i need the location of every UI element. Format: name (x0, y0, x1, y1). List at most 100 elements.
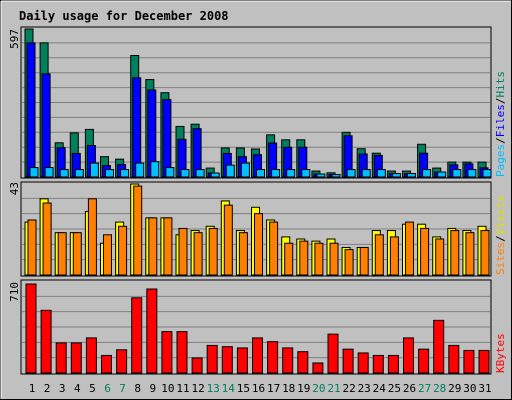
bottom-panel-ymax-label: 710 (8, 282, 21, 302)
kbytes-bar (85, 337, 97, 374)
legend-sites: Sites (494, 242, 507, 275)
pages-bar (256, 169, 265, 178)
pages-bar (376, 169, 386, 178)
kbytes-bar (403, 337, 414, 374)
day-label: 31 (478, 382, 491, 395)
pages-bar (361, 169, 371, 178)
top-panel-bars (24, 28, 492, 178)
day-label: 22 (342, 382, 355, 395)
sites-bar (72, 232, 82, 276)
sites-bar (193, 232, 203, 276)
pages-bar (391, 173, 401, 178)
day-label: 2 (44, 382, 51, 395)
legend-kbytes: KBytes (494, 333, 507, 373)
sites-bar (450, 230, 460, 276)
kbytes-bar (55, 342, 67, 374)
files-bar (26, 42, 36, 178)
pages-bar (225, 164, 235, 178)
day-label: 17 (267, 382, 280, 395)
top-panel-legend: Pages/Files/Hits (494, 71, 507, 177)
pages-bar (74, 169, 84, 178)
top-panel-ymax-label: 597 (8, 29, 21, 49)
kbytes-bar (357, 352, 369, 374)
sites-bar (223, 204, 233, 276)
pages-bar (59, 169, 69, 178)
sites-bar (27, 219, 37, 276)
day-label: 25 (388, 382, 401, 395)
kbytes-bar (236, 347, 248, 374)
kbytes-bar (101, 354, 112, 374)
kbytes-bar (297, 351, 309, 374)
day-label: 10 (161, 382, 174, 395)
day-label: 5 (89, 382, 96, 395)
kbytes-bar (463, 349, 475, 374)
day-label: 20 (312, 382, 325, 395)
svg-text:Pages/Files/Hits: Pages/Files/Hits (494, 71, 507, 177)
bottom-panel-bars (25, 283, 490, 374)
sites-bar (133, 185, 143, 276)
middle-panel-ymax-label: 43 (8, 182, 21, 195)
sites-bar (87, 198, 97, 276)
pages-bar (482, 169, 492, 178)
day-label: 15 (237, 382, 250, 395)
pages-bar (301, 169, 311, 178)
svg-text:Sites/Visits: Sites/Visits (494, 196, 507, 276)
legend-slash-2: / (494, 98, 507, 105)
sites-bar (465, 232, 475, 276)
sites-bar (42, 202, 52, 276)
sites-bar (420, 227, 430, 276)
sites-bar (57, 232, 67, 276)
day-label: 23 (358, 382, 371, 395)
kbytes-bar (70, 342, 82, 374)
kbytes-bar (221, 346, 233, 374)
kbytes-bar (342, 348, 354, 374)
kbytes-bar (448, 344, 460, 374)
day-label: 8 (134, 382, 141, 395)
sites-bar (148, 217, 158, 276)
sites-bar (435, 238, 445, 276)
kbytes-bar (131, 297, 143, 374)
pages-bar (165, 167, 175, 178)
day-label: 26 (403, 382, 416, 395)
kbytes-bar (146, 288, 158, 374)
files-bar (41, 73, 51, 178)
day-label: 7 (119, 382, 126, 395)
kbytes-bar (176, 331, 188, 374)
pages-bar (150, 161, 160, 178)
sites-bar (118, 225, 128, 276)
day-label: 30 (463, 382, 476, 395)
sites-bar (208, 227, 218, 276)
kbytes-bar (267, 341, 279, 374)
sites-bar (238, 232, 248, 276)
chart-title: Daily usage for December 2008 (19, 9, 229, 23)
day-label: 24 (373, 382, 387, 395)
middle-panel-legend: Sites/Visits (494, 196, 507, 276)
pages-bar (105, 169, 114, 178)
kbytes-bar (206, 344, 218, 374)
day-label: 18 (282, 382, 295, 395)
pages-bar (44, 167, 54, 178)
legend-visits: Visits (494, 196, 507, 236)
kbytes-bar (161, 331, 173, 374)
pages-bar (422, 169, 432, 178)
legend-slash-1: / (494, 137, 507, 144)
kbytes-bar (40, 309, 52, 374)
sites-bar (480, 230, 490, 276)
kbytes-bar (372, 354, 384, 374)
pages-bar (346, 169, 356, 178)
sites-bar (163, 217, 173, 276)
day-label: 16 (252, 382, 265, 395)
kbytes-bar (433, 319, 445, 374)
pages-bar (467, 169, 477, 178)
day-label: 11 (176, 382, 189, 395)
kbytes-bar (327, 333, 339, 374)
sites-bar (389, 236, 399, 276)
day-label: 13 (207, 382, 220, 395)
sites-bar (103, 234, 112, 276)
sites-bar (269, 221, 279, 276)
legend-files: Files (494, 104, 507, 137)
sites-bar (254, 213, 263, 276)
kbytes-bar (312, 362, 324, 374)
day-label: 27 (418, 382, 431, 395)
